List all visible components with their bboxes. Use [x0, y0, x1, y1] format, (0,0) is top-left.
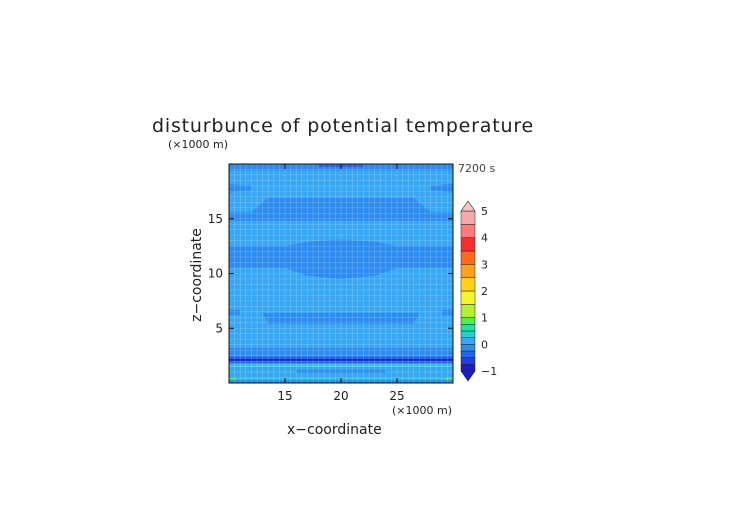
colorbar-extend-max [460, 200, 476, 212]
contour-region-5 [229, 239, 453, 279]
colorbar-tick-label: 1 [481, 312, 488, 325]
colorbar-tick-label: −1 [481, 365, 497, 378]
colorbar-segment [460, 324, 476, 332]
contour-region-7 [441, 309, 453, 316]
colorbar-segment [460, 317, 476, 325]
colorbar-segment [460, 357, 476, 365]
contour-region-6 [229, 309, 241, 316]
contour-region-3 [430, 183, 453, 193]
contour-region-15 [296, 369, 386, 374]
contour-region-2 [229, 183, 252, 193]
colorbar-segment [460, 277, 476, 292]
colorbar-segment [460, 350, 476, 358]
colorbar-segment [460, 290, 476, 305]
colorbar-tick-label: 4 [481, 232, 488, 245]
colorbar-segment [460, 304, 476, 318]
x-tick-label: 25 [389, 389, 404, 403]
contour-region-10 [229, 356, 453, 359]
time-label: 7200 s [458, 162, 496, 175]
colorbar-tick-label: 5 [481, 205, 488, 218]
colorbar-segment [460, 210, 476, 225]
x-tick-label: 15 [277, 389, 292, 403]
contour-region-4 [229, 197, 453, 221]
y-axis-multiplier: (×1000 m) [168, 138, 229, 151]
y-tick-label: 15 [208, 212, 223, 226]
colorbar-tick-label: 2 [481, 285, 488, 298]
y-tick-label: 5 [215, 321, 223, 335]
contour-region-8 [262, 312, 420, 324]
chart-title: disturbunce of potential temperature [152, 115, 534, 137]
x-axis-multiplier: (×1000 m) [392, 404, 453, 417]
colorbar-tick-label: 0 [481, 338, 488, 351]
contour-region-12 [229, 361, 453, 364]
colorbar-segment [460, 237, 476, 252]
contour-region-9 [229, 348, 453, 356]
x-axis-label: x−coordinate [287, 422, 382, 438]
colorbar-segment [460, 344, 476, 352]
colorbar-tick-label: 3 [481, 258, 488, 271]
colorbar-segment [460, 264, 476, 278]
colorbar-segment [460, 330, 476, 338]
colorbar-segment [460, 224, 476, 238]
colorbar-segment [460, 250, 476, 265]
colorbar-segment [460, 364, 476, 372]
y-tick-label: 10 [208, 267, 223, 281]
colorbar-segment [460, 337, 476, 345]
x-tick-label: 20 [333, 389, 348, 403]
contour-region-11 [229, 358, 453, 362]
colorbar-extend-min [460, 370, 476, 382]
contour-region-14 [251, 364, 431, 366]
